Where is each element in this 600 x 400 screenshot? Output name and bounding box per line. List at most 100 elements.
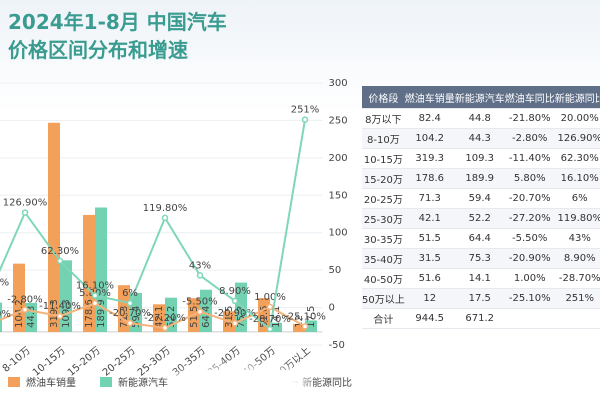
bar xyxy=(305,320,317,332)
table-cell: 15-20万 xyxy=(362,168,405,189)
table-row: 15-20万 178.6 189.9 5.80% 16.10% xyxy=(362,168,600,189)
table-cell: 10-15万 xyxy=(362,148,405,169)
line-point xyxy=(196,308,204,315)
table-cell: 8万以下 xyxy=(362,108,405,129)
table-row: 30-35万 51.5 64.4 -5.50% 43% xyxy=(362,228,600,249)
line xyxy=(0,119,306,331)
table-cell: 126.90% xyxy=(554,128,600,149)
table-cell: -5.50% xyxy=(504,228,555,249)
bar-value-label: 52.2 xyxy=(166,306,177,328)
table-cell: 14.1 xyxy=(454,268,505,289)
table-cell: 104.2 xyxy=(404,128,455,149)
table-cell: 50万以上 xyxy=(362,288,405,309)
table-header-cell: 燃油车销量 xyxy=(404,86,455,109)
table-cell: 5.80% xyxy=(504,168,555,189)
line-point xyxy=(91,299,99,307)
legend-swatch xyxy=(8,377,20,387)
line-value-label: -28.70% xyxy=(249,314,291,325)
line-point xyxy=(161,214,169,222)
table-row: 20-25万 71.3 59.4 -20.70% 6% xyxy=(362,188,600,209)
bar-value-label: 75.3 xyxy=(236,306,247,328)
title: 2024年1-8月 中国汽车 xyxy=(8,10,227,34)
line-value-label: -21.80% xyxy=(0,309,11,320)
legend-label: 新能源汽车 xyxy=(118,376,168,389)
line-value-label: 20.00% xyxy=(0,278,9,289)
table-cell: 671.2 xyxy=(454,308,505,329)
table-cell: 6% xyxy=(554,188,600,209)
bar xyxy=(0,302,2,332)
table-cell: 17.5 xyxy=(454,288,505,309)
x-tick-label: 8-10万 xyxy=(1,345,33,374)
line-point xyxy=(196,272,204,279)
line-point xyxy=(21,306,29,313)
line-point xyxy=(301,116,309,123)
table-cell: 52.2 xyxy=(454,208,505,229)
table-cell: 319.3 xyxy=(404,148,455,169)
table-cell: 51.6 xyxy=(404,268,455,289)
bar-value-label: 44.8 xyxy=(0,306,2,328)
table-cell: -20.90% xyxy=(504,248,555,269)
table-cell: 31.5 xyxy=(404,248,455,269)
line-point xyxy=(56,257,64,265)
y2-tick-label: 300 xyxy=(329,78,348,89)
legend-item: 燃油车销量 xyxy=(8,376,76,389)
table-cell: -21.80% xyxy=(504,108,555,129)
x-tick-label: 15-20万 xyxy=(66,345,103,379)
bar-value-label: 104.2 xyxy=(14,299,25,328)
line-value-label: 43% xyxy=(189,260,211,271)
table-header-cell: 燃油车同比 xyxy=(504,86,555,109)
line-value-label: -27.20% xyxy=(144,313,186,324)
y2-tick-label: 250 xyxy=(329,115,348,126)
table-row: 50万以上 12 17.5 -25.10% 251% xyxy=(362,288,600,309)
table-cell: 25-30万 xyxy=(362,208,405,229)
line-value-label: 6% xyxy=(122,288,138,299)
table-cell xyxy=(504,308,555,329)
bar-value-label: 42.1 xyxy=(154,306,165,328)
table-cell: 75.3 xyxy=(454,248,505,269)
bar-value-label: 44.3 xyxy=(26,306,37,328)
y2-tick-label: 200 xyxy=(329,153,348,164)
line-value-label: 16.10% xyxy=(76,281,114,292)
y2-tick-label: 50 xyxy=(329,265,342,276)
table-cell: -28.70% xyxy=(554,268,600,289)
table-cell: 189.9 xyxy=(454,168,505,189)
bar xyxy=(95,207,107,332)
bar xyxy=(270,322,282,332)
line-point xyxy=(266,325,274,333)
line-value-label: -25.10% xyxy=(284,311,326,322)
line-point xyxy=(91,292,99,299)
line-point xyxy=(301,323,309,330)
overlay xyxy=(196,370,292,396)
x-tick-label: 20-25万 xyxy=(101,345,138,379)
bar xyxy=(48,122,60,332)
table-cell: 12 xyxy=(404,288,455,309)
line-value-label: 119.80% xyxy=(143,203,188,214)
table-row: 25-30万 42.1 52.2 -27.20% 119.80% xyxy=(362,208,600,229)
table-row: 10-15万 319.3 109.3 -11.40% 62.30% xyxy=(362,148,600,169)
line-value-label: 62.30% xyxy=(41,246,79,257)
table-cell: 71.3 xyxy=(404,188,455,209)
line-value-label: 251% xyxy=(291,105,320,116)
table-header-row: 价格段 燃油车销量 新能源汽车 燃油车同比 新能源同比 xyxy=(362,86,600,109)
table-cell: 62.30% xyxy=(554,148,600,169)
data-table: 价格段 燃油车销量 新能源汽车 燃油车同比 新能源同比 8万以下 82.4 44.8 -21.8… xyxy=(362,86,600,329)
bar-value-label: 59.4 xyxy=(131,306,142,328)
line-value-label: -20.90% xyxy=(214,308,256,319)
table-cell: 43% xyxy=(554,228,600,249)
table-cell: -25.10% xyxy=(504,288,555,309)
bar xyxy=(293,324,305,332)
bar-value-label: 17.5 xyxy=(306,306,317,328)
line-point xyxy=(56,312,64,320)
line-value-label: 1.00% xyxy=(254,292,286,303)
table-header-cell: 新能源汽车 xyxy=(454,86,505,109)
table-row: 40-50万 51.6 14.1 1.00% -28.70% xyxy=(362,268,600,289)
line-value-label: -2.80% xyxy=(7,295,42,306)
legend-label: 新能源同比 xyxy=(302,376,352,389)
line-value-label: 126.90% xyxy=(3,198,48,209)
table-cell: -27.20% xyxy=(504,208,555,229)
table-cell: 20-25万 xyxy=(362,188,405,209)
table-cell: 59.4 xyxy=(454,188,505,209)
table-cell: 30-35万 xyxy=(362,228,405,249)
table-cell xyxy=(554,308,600,329)
